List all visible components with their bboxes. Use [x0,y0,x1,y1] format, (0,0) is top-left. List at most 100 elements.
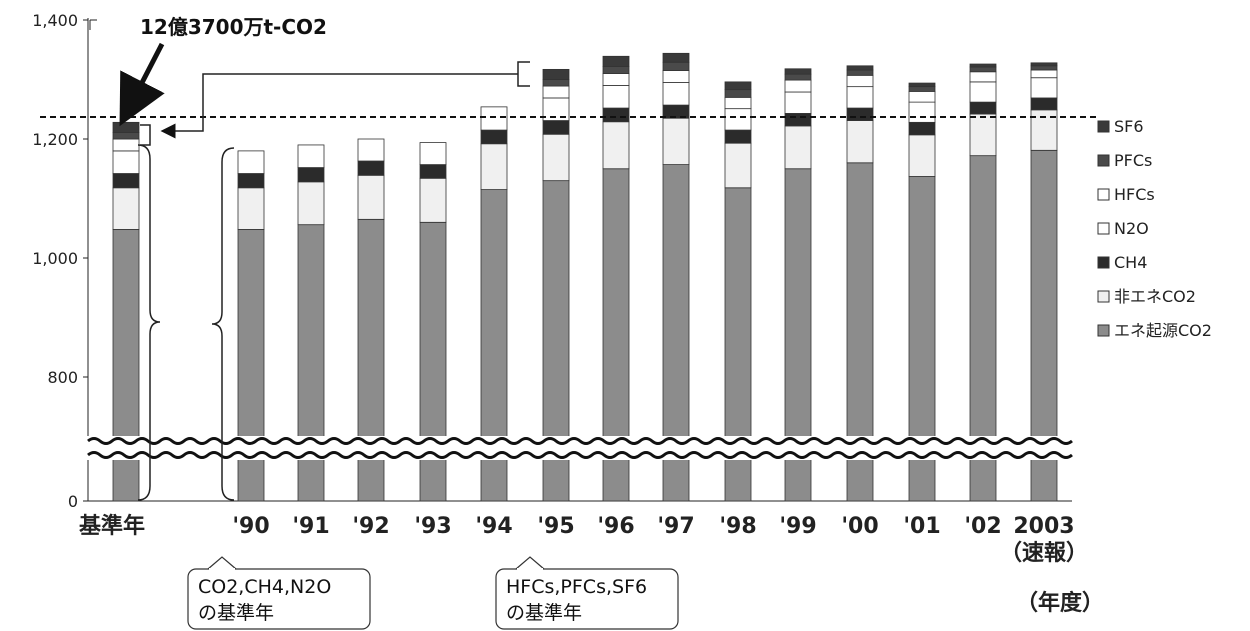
legend-label: PFCs [1114,151,1152,170]
bar-segment [969,101,997,115]
bar-segment [357,138,385,162]
brace-base-year [137,144,161,501]
bar-segment [784,113,812,127]
bar-segment [846,120,874,164]
note-base-year-gases-pointer-mask [209,568,235,571]
axis-break-line-upper [87,437,1073,445]
legend-swatch [1097,324,1110,337]
bar-segment [112,138,140,152]
note-base-year-fgases-box [495,568,679,630]
bar-segment [297,181,325,226]
bar-segment [846,65,874,71]
bar-segment [297,167,325,183]
legend-label: 非エネCO2 [1114,287,1196,306]
bar-segment [602,121,630,170]
bar-segment [1030,65,1058,71]
bar-segment [1030,97,1058,111]
bar-segment [1030,62,1058,67]
bracket-base-fgas [140,124,151,146]
bar-segment [846,107,874,121]
bar-segment [784,79,812,93]
bar-segment [1030,77,1058,99]
bar-segment [297,144,325,168]
bar-segment [419,142,447,165]
x-category-sublabel: （速報） [1000,540,1088,566]
bar-segment [112,150,140,174]
bar-segment [112,132,140,140]
bar-segment [846,86,874,109]
x-category-label: '93 [414,514,451,539]
bar-segment [969,66,997,73]
bar-segment [602,66,630,74]
bar-segment [112,173,140,189]
bar-segment [112,187,140,230]
bar-segment [237,229,265,502]
bar-segment [542,120,570,135]
legend-swatch [1097,222,1110,235]
y-tick-label: 1,400 [32,11,78,30]
x-category-label: '02 [964,514,1001,539]
bar-segment [419,164,447,179]
legend-label: N2O [1114,219,1149,238]
bar-segment [908,86,936,92]
bar-segment [1030,69,1058,79]
bar-segment [602,73,630,86]
bar-segment [1030,109,1058,151]
bar-segment [602,85,630,109]
bar-segment [602,107,630,123]
x-category-label: '95 [537,514,574,539]
bar-segment [542,133,570,182]
legend-label: CH4 [1114,253,1147,272]
legend-swatch [1097,154,1110,167]
axis-break-line-lower [87,451,1073,459]
note-base-year-fgases-pointer-mask [517,568,543,571]
bar-segment [112,229,140,502]
bar-segment [237,173,265,189]
bar-segment [662,52,690,63]
note-base-year-fgases-line1: HFCs,PFCs,SF6 [506,576,647,598]
bar-segment [237,187,265,230]
x-axis-unit: （年度） [1016,590,1104,616]
y-tick-label: 1,000 [32,249,78,268]
x-category-label: '91 [292,514,329,539]
bar-segment [724,142,752,189]
bar-segment [480,143,508,190]
bar-segment [908,101,936,123]
bar-segment [480,129,508,145]
legend-label: SF6 [1114,117,1144,136]
bar-segment [419,177,447,223]
y-tick-label: 1,200 [32,130,78,149]
callout-arrow [119,42,165,127]
bar-segment [112,121,140,133]
x-category-label: '90 [232,514,269,539]
bar-segment [480,106,508,131]
bar-segment [784,68,812,75]
bar-segment [784,91,812,114]
x-category-label: 2003 [1013,514,1074,539]
x-category-label: '00 [841,514,878,539]
legend-swatch [1097,188,1110,201]
bar-segment [908,91,936,103]
bar-segment [662,82,690,106]
note-base-year-gases-line2: の基準年 [198,602,274,624]
bar-segment [602,55,630,67]
legend-swatch [1097,120,1110,133]
legend-swatch [1097,256,1110,269]
bar-segment [237,150,265,174]
bar-segment [662,70,690,83]
bar-segment [846,69,874,76]
x-category-label: '94 [475,514,512,539]
y-tick-label: 800 [47,368,78,387]
bar-segment [724,89,752,98]
x-category-label: 基準年 [79,513,145,539]
bar-segment [908,134,936,177]
connector-arrow [160,73,518,139]
bar-segment [846,74,874,88]
bar-segment [542,79,570,87]
bar-segment [908,82,936,88]
note-base-year-gases-pointer [207,556,237,570]
bar-segment [542,68,570,80]
bar-segment [908,121,936,136]
legend-label: エネ起源CO2 [1114,321,1212,340]
